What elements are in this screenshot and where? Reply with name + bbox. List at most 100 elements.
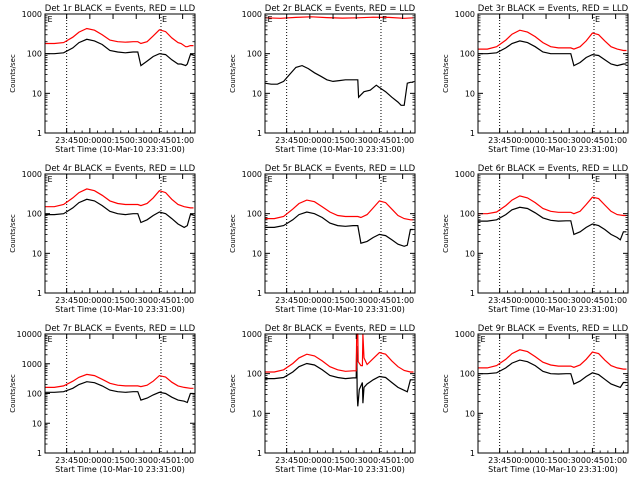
y-tick-label: 1 [37,449,42,458]
x-tick-label: 01:00 [604,456,627,465]
panel-title: Det 9r BLACK = Events, RED = LLD [478,324,629,334]
x-tick-label: 00:30 [125,456,148,465]
flag-mark: E [48,15,53,24]
x-tick-label: 01:00 [171,136,194,145]
series-line-events [265,345,414,407]
y-tick-label: 100 [460,210,475,219]
x-tick-label: 23:45 [275,456,298,465]
series-line-events [45,198,194,229]
x-tick-label: 00:15 [535,456,558,465]
x-tick-label: 00:45 [368,456,391,465]
x-tick-label: 00:15 [102,456,125,465]
plot-frame [477,173,629,294]
x-tick-label: 00:45 [368,136,391,145]
x-tick-label: 00:00 [78,136,101,145]
y-tick-label: 1 [470,129,475,138]
plot-frame [44,173,196,294]
series-line-lld [478,349,627,370]
series-line-lld [478,29,627,52]
x-tick-label: 00:15 [322,136,345,145]
x-axis-label: Start Time (10-Mar-10 23:31:00) [488,465,618,474]
y-tick-label: 1000 [22,360,42,369]
flag-mark: E [48,175,53,184]
x-axis-label: Start Time (10-Mar-10 23:31:00) [275,145,405,154]
x-tick-label: 01:00 [604,136,627,145]
y-tick-label: 10 [32,89,42,98]
x-tick-label: 00:00 [511,136,534,145]
plot-frame [477,333,629,454]
y-tick-label: 1 [257,449,262,458]
series-line-events [45,381,194,404]
x-tick-label: 00:30 [345,296,368,305]
plot-frame [264,13,416,134]
x-tick-label: 00:00 [298,456,321,465]
series-line-lld [265,199,414,221]
flag-mark: E [268,335,273,344]
x-tick-label: 23:45 [275,296,298,305]
flag-mark: E [268,15,273,24]
flag-mark: E [48,335,53,344]
x-tick-label: 01:00 [391,296,414,305]
series-line-events [478,359,627,389]
y-tick-label: 1 [257,289,262,298]
flag-mark: E [595,15,600,24]
flag-mark: E [268,175,273,184]
panel-title: Det 1r BLACK = Events, RED = LLD [45,4,196,14]
y-tick-label: 100 [247,50,262,59]
y-tick-label: 10 [32,249,42,258]
y-tick-label: 1000 [242,170,262,179]
x-axis-label: Start Time (10-Mar-10 23:31:00) [488,305,618,314]
y-tick-label: 1000 [455,330,475,339]
x-tick-label: 23:45 [488,456,511,465]
x-tick-label: 23:45 [488,136,511,145]
x-tick-label: 23:45 [55,456,78,465]
x-tick-label: 00:30 [345,136,368,145]
x-tick-label: 00:45 [581,456,604,465]
x-tick-label: 00:15 [322,456,345,465]
x-tick-label: 00:30 [345,456,368,465]
y-axis-label: Counts/sec [9,54,17,93]
x-tick-label: 00:00 [298,136,321,145]
series-line-events [478,206,627,241]
x-tick-label: 00:45 [581,296,604,305]
y-tick-label: 100 [27,50,42,59]
y-tick-label: 100 [460,50,475,59]
x-tick-label: 01:00 [391,136,414,145]
y-tick-label: 1 [257,129,262,138]
x-tick-label: 00:00 [78,296,101,305]
series-line-lld [45,27,194,48]
x-tick-label: 00:00 [298,296,321,305]
y-tick-label: 10 [252,89,262,98]
x-axis-label: Start Time (10-Mar-10 23:31:00) [55,145,185,154]
y-axis-label: Counts/sec [229,54,237,93]
x-tick-label: 00:15 [102,296,125,305]
y-axis-label: Counts/sec [442,54,450,93]
y-tick-label: 10 [465,409,475,418]
x-tick-label: 00:30 [558,136,581,145]
x-tick-label: 00:45 [581,136,604,145]
flag-mark: E [595,335,600,344]
y-tick-label: 100 [27,390,42,399]
x-tick-label: 00:15 [102,136,125,145]
x-tick-label: 01:00 [171,456,194,465]
x-tick-label: 00:30 [558,456,581,465]
x-tick-label: 01:00 [171,296,194,305]
y-tick-label: 1000 [242,330,262,339]
y-tick-label: 10 [465,249,475,258]
x-tick-label: 00:00 [511,296,534,305]
y-tick-label: 10 [32,419,42,428]
panel-title: Det 8r BLACK = Events, RED = LLD [265,324,416,334]
x-tick-label: 00:15 [535,136,558,145]
x-tick-label: 01:00 [391,456,414,465]
series-line-events [265,211,414,247]
y-axis-label: Counts/sec [442,214,450,253]
y-tick-label: 100 [27,210,42,219]
x-tick-label: 00:30 [125,296,148,305]
